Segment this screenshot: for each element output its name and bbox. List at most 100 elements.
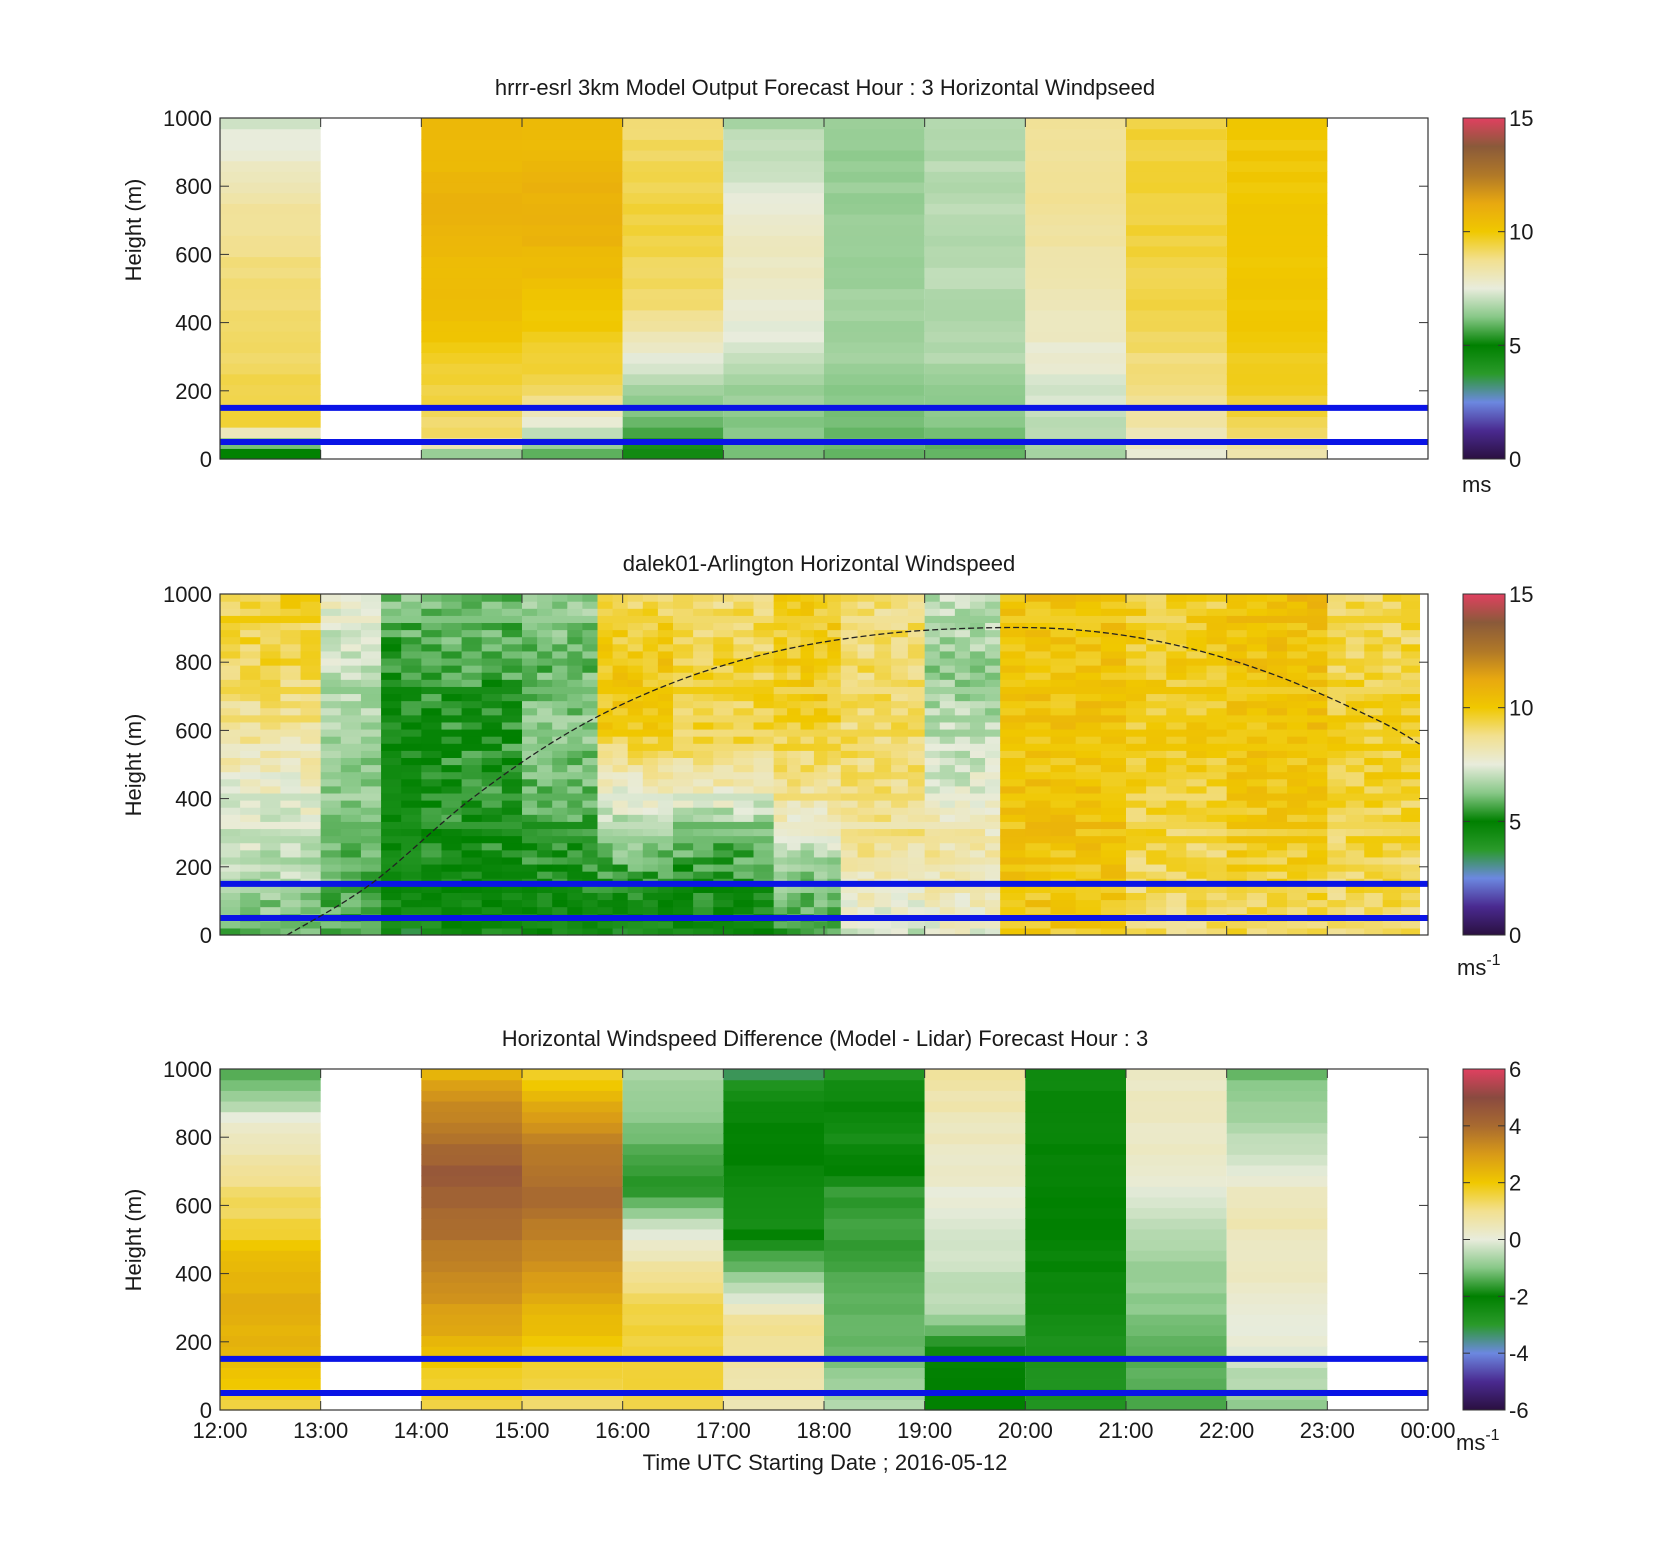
heatmap-cell bbox=[360, 764, 382, 773]
heatmap-cell bbox=[381, 643, 402, 652]
heatmap-cell bbox=[1075, 594, 1102, 602]
heatmap-cell bbox=[537, 828, 553, 837]
heatmap-cell bbox=[840, 629, 858, 638]
heatmap-cell bbox=[1206, 885, 1228, 893]
heatmap-cell bbox=[673, 835, 694, 844]
heatmap-cell bbox=[713, 821, 734, 830]
heatmap-cell bbox=[401, 743, 422, 751]
heatmap-cell bbox=[1345, 856, 1365, 865]
heatmap-cell bbox=[340, 828, 362, 837]
heatmap-cell bbox=[627, 615, 644, 624]
heatmap-cell bbox=[401, 849, 422, 858]
heatmap-cell bbox=[824, 277, 925, 290]
heatmap-cell bbox=[340, 892, 362, 901]
heatmap-cell bbox=[612, 892, 629, 901]
heatmap-cell bbox=[969, 842, 986, 851]
heatmap-cell bbox=[800, 700, 815, 709]
heatmap-cell bbox=[1025, 1250, 1126, 1262]
heatmap-cell bbox=[857, 721, 875, 730]
heatmap-cell bbox=[552, 757, 568, 766]
heatmap-cell bbox=[441, 906, 462, 915]
heatmap-cell bbox=[753, 601, 775, 609]
heatmap-cell bbox=[1126, 427, 1227, 439]
heatmap-cell bbox=[753, 608, 775, 616]
heatmap-cell bbox=[733, 750, 754, 758]
heatmap-cell bbox=[552, 657, 568, 666]
heatmap-cell bbox=[1382, 650, 1402, 659]
heatmap-cell bbox=[1287, 771, 1308, 780]
heatmap-cell bbox=[1364, 707, 1384, 716]
heatmap-cell bbox=[907, 842, 926, 851]
heatmap-cell bbox=[874, 771, 892, 780]
heatmap-cell bbox=[969, 650, 986, 659]
heatmap-cell bbox=[421, 1399, 522, 1411]
heatmap-cell bbox=[874, 700, 892, 709]
heatmap-cell bbox=[713, 906, 734, 915]
heatmap-cell bbox=[401, 601, 422, 609]
heatmap-cell bbox=[1401, 657, 1421, 666]
heatmap-cell bbox=[954, 672, 971, 680]
heatmap-cell bbox=[840, 700, 858, 709]
heatmap-cell bbox=[985, 757, 1001, 766]
difference-unit-exponent: -1 bbox=[1485, 1427, 1499, 1444]
heatmap-cell bbox=[597, 863, 613, 872]
heatmap-cell bbox=[800, 800, 815, 808]
heatmap-cell bbox=[954, 821, 971, 830]
heatmap-cell bbox=[1307, 814, 1328, 822]
heatmap-cell bbox=[340, 778, 362, 787]
heatmap-cell bbox=[612, 665, 629, 673]
heatmap-cell bbox=[924, 256, 1026, 268]
heatmap-cell bbox=[1166, 920, 1187, 929]
heatmap-cell bbox=[421, 629, 442, 638]
heatmap-cell bbox=[537, 601, 553, 609]
heatmap-cell bbox=[1126, 320, 1227, 332]
heatmap-cell bbox=[522, 1314, 623, 1326]
heatmap-cell bbox=[1327, 920, 1347, 929]
heatmap-cell bbox=[1382, 927, 1402, 936]
heatmap-cell bbox=[220, 245, 321, 258]
heatmap-cell bbox=[381, 721, 402, 730]
heatmap-cell bbox=[939, 920, 956, 929]
heatmap-cell bbox=[1246, 814, 1268, 822]
heatmap-cell bbox=[1327, 785, 1347, 794]
heatmap-cell bbox=[985, 885, 1001, 893]
heatmap-cell bbox=[1226, 629, 1248, 638]
heatmap-cell bbox=[1075, 736, 1102, 744]
heatmap-cell bbox=[401, 927, 422, 936]
heatmap-cell bbox=[1166, 764, 1187, 773]
heatmap-cell bbox=[907, 906, 926, 915]
heatmap-cell bbox=[1126, 171, 1227, 183]
heatmap-cell bbox=[1186, 906, 1207, 915]
heatmap-cell bbox=[1126, 352, 1227, 364]
heatmap-cell bbox=[1307, 736, 1328, 744]
heatmap-cell bbox=[693, 615, 714, 624]
heatmap-cell bbox=[622, 181, 724, 194]
heatmap-cell bbox=[1126, 736, 1147, 744]
heatmap-cell bbox=[381, 601, 402, 609]
heatmap-cell bbox=[1327, 650, 1347, 659]
heatmap-cell bbox=[1206, 601, 1228, 609]
heatmap-cell bbox=[787, 665, 801, 673]
heatmap-cell bbox=[280, 629, 301, 638]
heatmap-cell bbox=[597, 927, 613, 936]
heatmap-cell bbox=[501, 693, 523, 702]
heatmap-cell bbox=[567, 650, 583, 659]
heatmap-cell bbox=[874, 807, 892, 815]
heatmap-cell bbox=[1100, 679, 1127, 687]
heatmap-cell bbox=[787, 594, 801, 602]
heatmap-cell bbox=[1000, 643, 1026, 652]
heatmap-cell bbox=[907, 764, 926, 773]
heatmap-cell bbox=[657, 849, 674, 858]
heatmap-cell bbox=[597, 814, 613, 822]
heatmap-cell bbox=[300, 920, 322, 929]
heatmap-cell bbox=[421, 1303, 522, 1315]
heatmap-cell bbox=[657, 700, 674, 709]
heatmap-cell bbox=[1226, 863, 1248, 872]
heatmap-cell bbox=[320, 835, 342, 844]
y-tick-label: 0 bbox=[200, 923, 212, 948]
heatmap-cell bbox=[481, 608, 503, 616]
heatmap-cell bbox=[1146, 693, 1167, 702]
heatmap-cell bbox=[220, 736, 241, 744]
heatmap-cell bbox=[340, 927, 362, 936]
